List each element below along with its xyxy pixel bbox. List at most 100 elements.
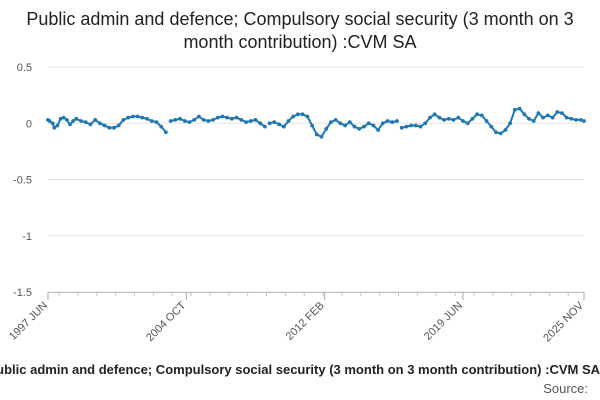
data-point[interactable] [272, 120, 277, 124]
data-point[interactable] [333, 118, 338, 122]
data-point[interactable] [574, 118, 578, 122]
data-point[interactable] [187, 120, 192, 124]
data-point[interactable] [68, 122, 72, 127]
data-point[interactable] [517, 106, 522, 111]
data-point[interactable] [47, 119, 52, 123]
data-point[interactable] [182, 119, 187, 123]
data-point[interactable] [168, 119, 173, 123]
data-point[interactable] [555, 110, 560, 114]
data-point[interactable] [178, 116, 182, 121]
data-point[interactable] [65, 118, 69, 122]
data-point[interactable] [201, 118, 206, 122]
data-point[interactable] [192, 118, 197, 122]
data-point[interactable] [314, 132, 319, 137]
data-point[interactable] [197, 114, 201, 119]
data-point[interactable] [324, 126, 329, 131]
data-point[interactable] [413, 123, 418, 128]
data-point[interactable] [126, 115, 131, 120]
data-point[interactable] [248, 119, 253, 123]
data-point[interactable] [263, 124, 267, 129]
data-point[interactable] [484, 119, 489, 123]
data-point[interactable] [310, 123, 314, 128]
data-point[interactable] [461, 119, 465, 123]
data-point[interactable] [395, 119, 399, 123]
data-point[interactable] [569, 116, 574, 121]
data-point[interactable] [253, 118, 258, 122]
data-point[interactable] [291, 114, 296, 119]
data-point[interactable] [98, 121, 102, 126]
data-point[interactable] [564, 115, 569, 120]
data-point[interactable] [83, 120, 88, 124]
data-point[interactable] [220, 114, 225, 119]
data-point[interactable] [79, 119, 83, 123]
data-point[interactable] [442, 118, 446, 122]
data-point[interactable] [145, 116, 149, 121]
data-point[interactable] [508, 121, 512, 126]
data-point[interactable] [140, 115, 145, 120]
data-point[interactable] [432, 112, 437, 117]
data-point[interactable] [371, 123, 376, 128]
data-point[interactable] [50, 121, 55, 126]
data-point[interactable] [135, 114, 140, 119]
data-point[interactable] [131, 114, 135, 119]
data-point[interactable] [352, 124, 357, 129]
data-point[interactable] [300, 112, 305, 117]
data-point[interactable] [74, 116, 79, 121]
data-point[interactable] [560, 111, 564, 115]
data-point[interactable] [503, 128, 508, 132]
data-point[interactable] [479, 113, 484, 118]
data-point[interactable] [456, 115, 461, 120]
data-point[interactable] [329, 120, 333, 124]
data-point[interactable] [527, 116, 531, 121]
data-point[interactable] [206, 119, 211, 123]
data-point[interactable] [357, 126, 362, 131]
data-point[interactable] [296, 112, 300, 117]
data-point[interactable] [230, 116, 234, 121]
data-point[interactable] [347, 120, 352, 124]
data-point[interactable] [399, 125, 404, 130]
data-point[interactable] [277, 122, 281, 127]
data-point[interactable] [582, 119, 586, 123]
data-point[interactable] [239, 118, 244, 122]
data-point[interactable] [71, 119, 75, 123]
data-point[interactable] [116, 123, 121, 128]
data-point[interactable] [215, 115, 220, 120]
data-point[interactable] [428, 115, 432, 120]
data-point[interactable] [112, 125, 116, 130]
data-point[interactable] [267, 121, 272, 126]
data-point[interactable] [541, 115, 545, 120]
data-point[interactable] [494, 130, 498, 135]
data-point[interactable] [423, 121, 428, 126]
data-point[interactable] [286, 119, 291, 123]
data-point[interactable] [164, 130, 168, 135]
data-point[interactable] [437, 115, 442, 120]
data-point[interactable] [107, 125, 112, 130]
data-point[interactable] [465, 121, 470, 126]
data-point[interactable] [258, 121, 263, 126]
data-point[interactable] [225, 115, 230, 120]
data-point[interactable] [173, 118, 178, 122]
data-point[interactable] [362, 124, 366, 129]
data-point[interactable] [121, 118, 126, 122]
data-point[interactable] [88, 122, 93, 127]
data-point[interactable] [451, 118, 456, 122]
data-point[interactable] [55, 123, 60, 128]
data-point[interactable] [343, 123, 347, 128]
data-point[interactable] [366, 121, 371, 126]
data-point[interactable] [409, 123, 413, 128]
data-point[interactable] [244, 120, 249, 124]
data-point[interactable] [149, 119, 154, 123]
data-point[interactable] [52, 125, 57, 130]
data-point[interactable] [93, 118, 98, 122]
data-point[interactable] [470, 116, 475, 121]
data-point[interactable] [475, 112, 479, 117]
data-point[interactable] [489, 124, 494, 129]
data-point[interactable] [102, 123, 107, 128]
data-point[interactable] [545, 113, 550, 118]
data-point[interactable] [498, 131, 503, 136]
data-point[interactable] [305, 114, 310, 119]
data-point[interactable] [159, 124, 164, 129]
data-point[interactable] [512, 107, 517, 112]
data-point[interactable] [404, 124, 409, 129]
data-point[interactable] [522, 112, 527, 117]
